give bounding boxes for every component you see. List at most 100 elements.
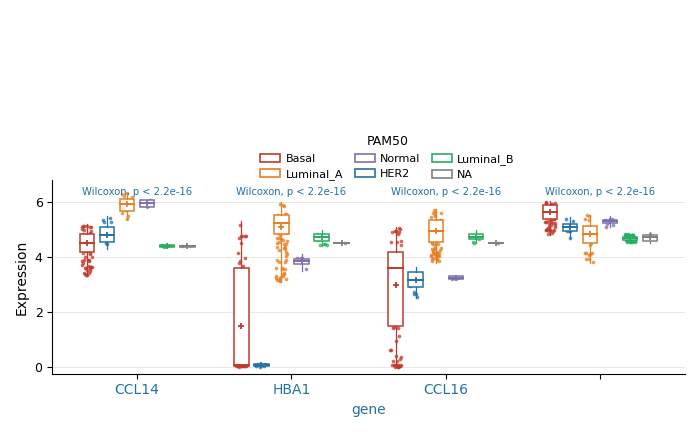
Point [280, 256, 291, 263]
Point [584, 216, 595, 223]
Point [430, 251, 442, 258]
Point [541, 226, 552, 232]
Point [280, 210, 291, 217]
Point [547, 229, 558, 236]
Point [430, 238, 442, 245]
Point [276, 228, 288, 235]
Point [116, 210, 127, 216]
Point [623, 231, 634, 238]
Point [394, 229, 405, 235]
Point [414, 273, 426, 280]
Point [435, 244, 447, 251]
Point [79, 270, 90, 277]
Point [600, 223, 611, 230]
Point [232, 363, 244, 370]
Point [117, 191, 128, 197]
Point [433, 241, 444, 248]
Point [259, 362, 270, 369]
Bar [643, 235, 657, 241]
Point [625, 236, 636, 243]
Text: Wilcoxon, p < 2.2e-16: Wilcoxon, p < 2.2e-16 [82, 187, 193, 197]
Point [548, 205, 559, 212]
Point [395, 362, 406, 369]
Point [271, 212, 282, 219]
Point [608, 221, 619, 228]
Point [392, 324, 403, 331]
Point [390, 362, 401, 368]
Point [621, 233, 632, 240]
Point [542, 225, 554, 232]
Point [626, 232, 638, 238]
Point [589, 235, 600, 242]
Point [237, 362, 248, 369]
Point [542, 231, 554, 238]
Point [85, 229, 96, 236]
Point [626, 238, 637, 245]
Point [391, 239, 402, 246]
Point [432, 249, 443, 256]
Point [625, 234, 636, 241]
Point [84, 224, 95, 231]
Point [239, 280, 250, 287]
X-axis label: gene: gene [351, 403, 386, 417]
Point [620, 232, 631, 239]
Point [606, 216, 617, 222]
Point [77, 257, 88, 264]
Point [392, 363, 403, 370]
Point [435, 246, 446, 253]
Point [236, 267, 247, 274]
Point [79, 246, 90, 253]
Point [426, 235, 438, 241]
Point [543, 228, 554, 235]
Point [321, 241, 332, 248]
Point [80, 265, 92, 272]
Point [237, 361, 248, 368]
Point [584, 213, 595, 220]
Point [101, 239, 112, 246]
Point [391, 228, 402, 235]
Point [319, 241, 330, 248]
Point [240, 327, 251, 334]
Point [236, 362, 247, 369]
Point [232, 250, 244, 257]
Point [545, 206, 557, 213]
Point [540, 227, 552, 234]
Point [393, 225, 405, 232]
Point [232, 363, 244, 370]
Text: Wilcoxon, p < 2.2e-16: Wilcoxon, p < 2.2e-16 [545, 187, 655, 197]
Point [80, 232, 92, 239]
Point [231, 275, 242, 282]
Point [435, 216, 446, 223]
Bar [623, 237, 638, 240]
Point [83, 263, 94, 270]
Point [548, 220, 559, 227]
Point [393, 362, 405, 369]
Point [274, 274, 286, 281]
Point [84, 268, 95, 275]
Point [548, 210, 559, 217]
Point [300, 266, 312, 273]
Point [408, 288, 419, 295]
Point [275, 222, 286, 229]
Point [84, 264, 95, 271]
Point [561, 216, 572, 222]
Point [620, 236, 631, 243]
Point [127, 194, 138, 201]
Point [549, 200, 560, 206]
Point [312, 237, 323, 244]
Point [601, 221, 612, 228]
Point [622, 231, 634, 238]
Point [340, 240, 351, 247]
Point [629, 237, 641, 244]
Point [429, 245, 440, 251]
Point [281, 210, 292, 217]
Point [564, 227, 575, 234]
Point [392, 361, 403, 368]
Point [280, 248, 291, 255]
Point [281, 237, 292, 244]
Point [230, 363, 241, 370]
Point [318, 240, 330, 247]
Point [234, 362, 246, 369]
Point [540, 206, 551, 213]
Point [431, 255, 442, 262]
